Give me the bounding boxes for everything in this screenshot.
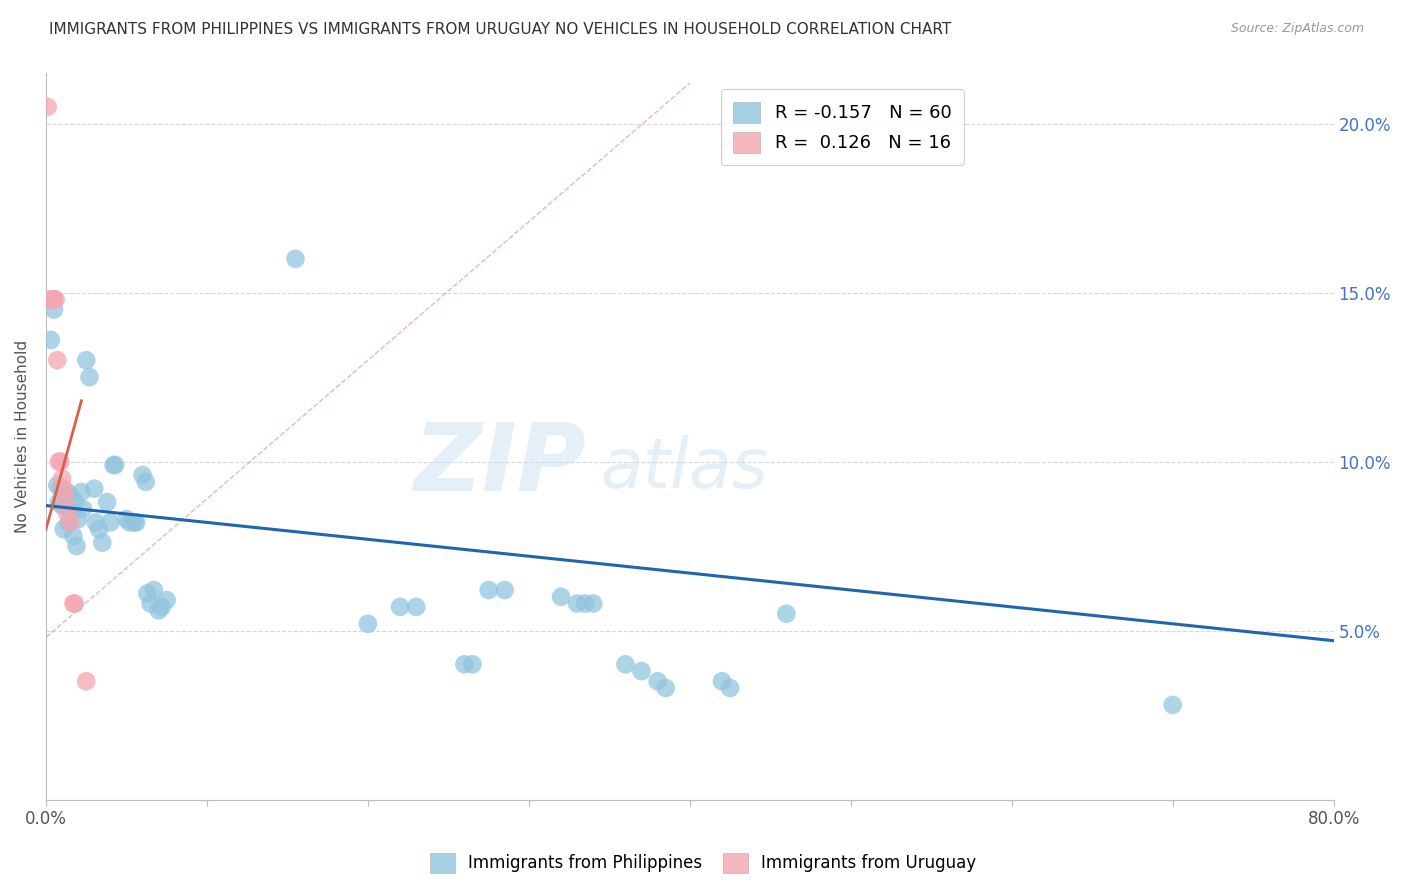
Point bbox=[48, 495, 70, 509]
Point bbox=[52, 522, 75, 536]
Point bbox=[630, 664, 652, 678]
Point bbox=[357, 616, 380, 631]
Point bbox=[775, 607, 797, 621]
Point bbox=[125, 516, 148, 530]
Point bbox=[39, 333, 62, 347]
Point bbox=[96, 495, 118, 509]
Point bbox=[56, 505, 79, 519]
Text: Source: ZipAtlas.com: Source: ZipAtlas.com bbox=[1230, 22, 1364, 36]
Point bbox=[156, 593, 179, 607]
Point bbox=[87, 522, 110, 536]
Point bbox=[104, 458, 127, 472]
Point bbox=[91, 535, 114, 549]
Point bbox=[98, 516, 121, 530]
Point bbox=[72, 502, 94, 516]
Point bbox=[63, 597, 86, 611]
Point bbox=[135, 475, 157, 489]
Point bbox=[45, 293, 67, 307]
Point bbox=[52, 482, 75, 496]
Point bbox=[60, 505, 83, 519]
Point bbox=[718, 681, 741, 695]
Point bbox=[65, 539, 87, 553]
Point bbox=[48, 454, 70, 468]
Point bbox=[139, 597, 162, 611]
Point bbox=[574, 597, 596, 611]
Point bbox=[136, 586, 159, 600]
Point bbox=[647, 674, 669, 689]
Point bbox=[711, 674, 734, 689]
Point bbox=[49, 454, 72, 468]
Point bbox=[494, 582, 516, 597]
Point bbox=[654, 681, 676, 695]
Point bbox=[46, 353, 69, 368]
Point bbox=[284, 252, 307, 266]
Point bbox=[46, 478, 69, 492]
Point bbox=[453, 657, 475, 672]
Point bbox=[67, 512, 90, 526]
Y-axis label: No Vehicles in Household: No Vehicles in Household bbox=[15, 340, 30, 533]
Point bbox=[83, 482, 105, 496]
Point bbox=[461, 657, 484, 672]
Point bbox=[1161, 698, 1184, 712]
Point bbox=[59, 516, 82, 530]
Point bbox=[59, 488, 82, 502]
Point bbox=[131, 468, 153, 483]
Point bbox=[56, 485, 79, 500]
Point bbox=[49, 482, 72, 496]
Point bbox=[75, 353, 97, 368]
Legend: Immigrants from Philippines, Immigrants from Uruguay: Immigrants from Philippines, Immigrants … bbox=[423, 847, 983, 880]
Point bbox=[51, 499, 73, 513]
Point bbox=[565, 597, 588, 611]
Point bbox=[42, 302, 65, 317]
Point bbox=[79, 370, 101, 384]
Legend: R = -0.157   N = 60, R =  0.126   N = 16: R = -0.157 N = 60, R = 0.126 N = 16 bbox=[720, 89, 965, 165]
Point bbox=[389, 599, 412, 614]
Point bbox=[142, 582, 165, 597]
Point bbox=[124, 516, 146, 530]
Point bbox=[550, 590, 572, 604]
Point bbox=[41, 293, 63, 307]
Point bbox=[42, 293, 65, 307]
Text: IMMIGRANTS FROM PHILIPPINES VS IMMIGRANTS FROM URUGUAY NO VEHICLES IN HOUSEHOLD : IMMIGRANTS FROM PHILIPPINES VS IMMIGRANT… bbox=[49, 22, 952, 37]
Text: atlas: atlas bbox=[600, 435, 768, 502]
Point bbox=[53, 491, 76, 506]
Point bbox=[103, 458, 125, 472]
Point bbox=[478, 582, 501, 597]
Point bbox=[51, 471, 73, 485]
Point bbox=[150, 599, 173, 614]
Point bbox=[118, 516, 141, 530]
Point bbox=[39, 293, 62, 307]
Point bbox=[148, 603, 170, 617]
Point bbox=[62, 529, 84, 543]
Point bbox=[115, 512, 138, 526]
Point bbox=[62, 597, 84, 611]
Point bbox=[63, 495, 86, 509]
Point bbox=[70, 485, 93, 500]
Point bbox=[53, 491, 76, 506]
Text: ZIP: ZIP bbox=[413, 419, 586, 511]
Point bbox=[582, 597, 605, 611]
Point bbox=[37, 100, 59, 114]
Point bbox=[614, 657, 637, 672]
Point bbox=[84, 516, 107, 530]
Point bbox=[405, 599, 427, 614]
Point bbox=[75, 674, 97, 689]
Point bbox=[58, 516, 80, 530]
